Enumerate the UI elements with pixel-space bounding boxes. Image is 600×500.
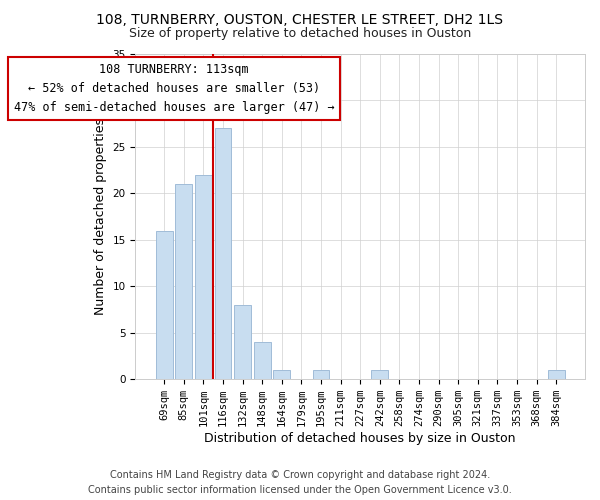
X-axis label: Distribution of detached houses by size in Ouston: Distribution of detached houses by size … <box>205 432 516 445</box>
Bar <box>274 370 290 379</box>
Text: 108, TURNBERRY, OUSTON, CHESTER LE STREET, DH2 1LS: 108, TURNBERRY, OUSTON, CHESTER LE STREE… <box>97 12 503 26</box>
Bar <box>371 370 388 379</box>
Bar <box>195 175 212 379</box>
Bar <box>175 184 192 379</box>
Bar <box>215 128 232 379</box>
Bar <box>234 305 251 379</box>
Text: Size of property relative to detached houses in Ouston: Size of property relative to detached ho… <box>129 28 471 40</box>
Text: 108 TURNBERRY: 113sqm
← 52% of detached houses are smaller (53)
47% of semi-deta: 108 TURNBERRY: 113sqm ← 52% of detached … <box>14 64 334 114</box>
Bar <box>156 230 173 379</box>
Bar <box>313 370 329 379</box>
Bar <box>548 370 565 379</box>
Bar <box>254 342 271 379</box>
Y-axis label: Number of detached properties: Number of detached properties <box>94 118 107 315</box>
Text: Contains HM Land Registry data © Crown copyright and database right 2024.
Contai: Contains HM Land Registry data © Crown c… <box>88 470 512 495</box>
